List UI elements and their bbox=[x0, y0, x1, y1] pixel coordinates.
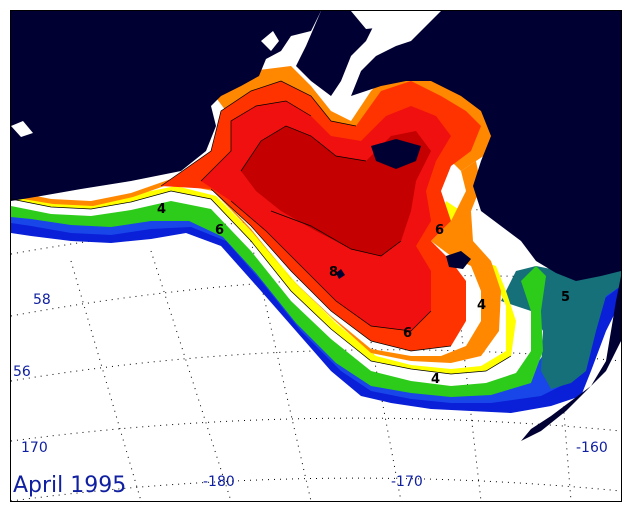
graticule bbox=[11, 208, 621, 501]
latitude-label-58: 58 bbox=[33, 292, 51, 308]
longitude-label-minus-160: -160 bbox=[576, 440, 608, 456]
ice-patch-3 bbox=[351, 11, 411, 29]
contour-lines bbox=[11, 80, 512, 375]
island-st-lawrence bbox=[371, 139, 421, 169]
island-nunivak bbox=[446, 251, 471, 269]
contour-label: 8 bbox=[329, 265, 339, 280]
land-siberia bbox=[11, 11, 321, 201]
contour-label: 4 bbox=[477, 298, 487, 313]
contour-label: 4 bbox=[157, 202, 167, 217]
contour-label: 6 bbox=[403, 326, 413, 341]
land-chukotka-north bbox=[296, 11, 381, 96]
map-title: April 1995 bbox=[13, 473, 127, 498]
island-pribilof bbox=[336, 269, 345, 279]
contour-label: 6 bbox=[215, 223, 225, 238]
contour-label: 6 bbox=[435, 223, 445, 238]
longitude-label-minus-170: -170 bbox=[391, 474, 423, 490]
shelf-temperature-map bbox=[11, 11, 621, 501]
band-yellow bbox=[11, 186, 516, 374]
land-alaska bbox=[351, 11, 621, 281]
band-green bbox=[11, 201, 546, 397]
latitude-label-56: 56 bbox=[13, 364, 31, 380]
band-deep-blue bbox=[11, 216, 621, 413]
map-frame: 4 6 6 8 6 4 4 5 58 56 170 -180 -170 -160… bbox=[10, 10, 622, 502]
ice-patch-1 bbox=[261, 31, 279, 51]
ice-patch-2 bbox=[11, 121, 33, 137]
contour-label: 5 bbox=[561, 290, 571, 305]
longitude-label-170: 170 bbox=[21, 440, 48, 456]
contour-label: 4 bbox=[431, 372, 441, 387]
longitude-label-minus-180: -180 bbox=[203, 474, 235, 490]
